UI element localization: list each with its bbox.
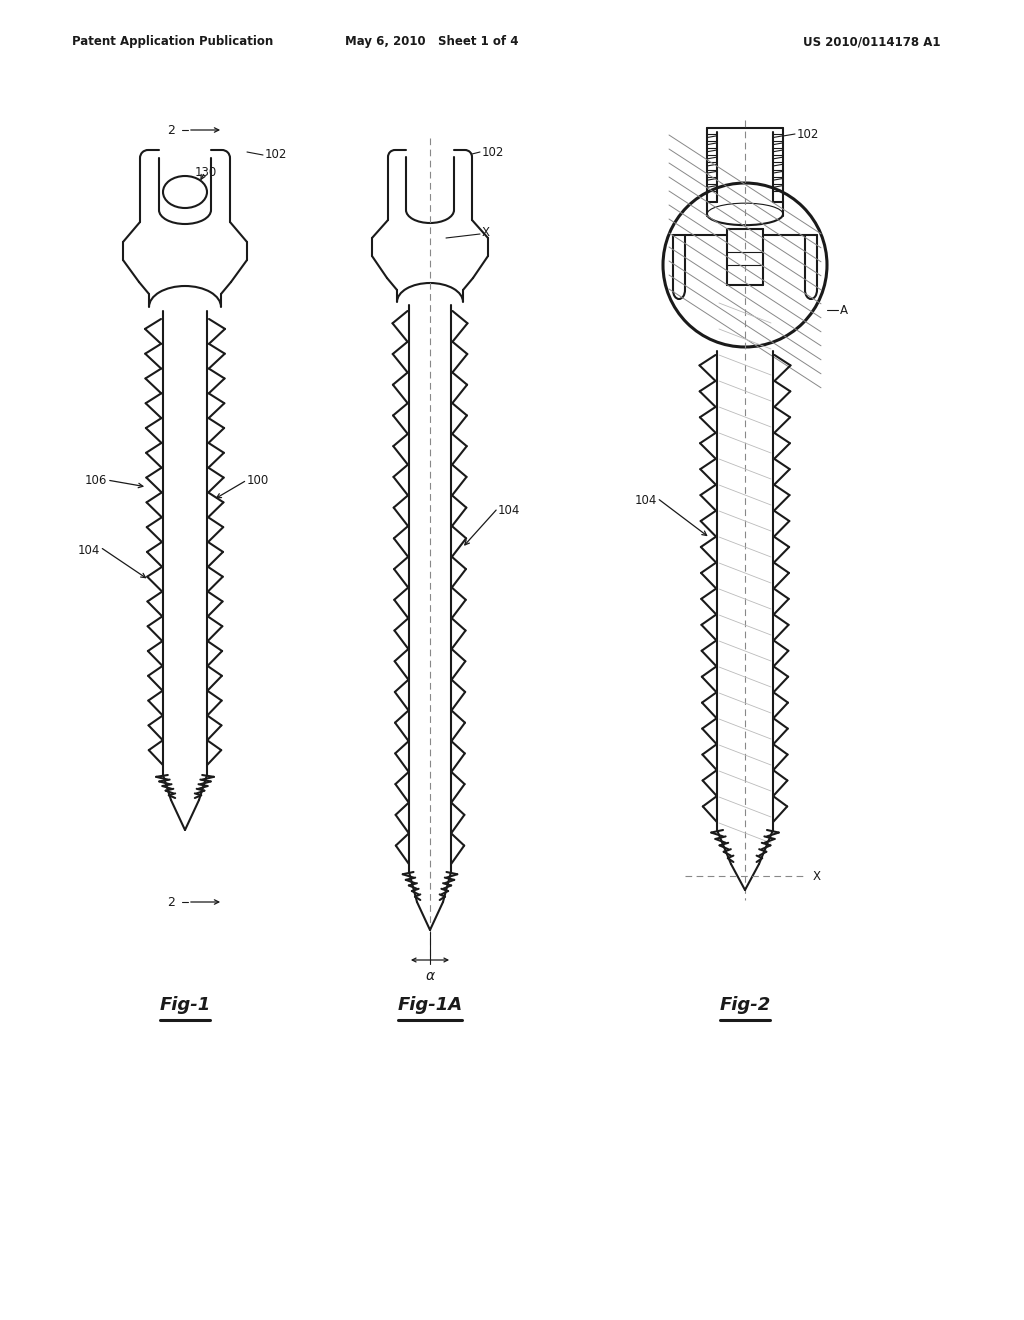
Text: US 2010/0114178 A1: US 2010/0114178 A1 — [803, 36, 941, 49]
Text: 104: 104 — [635, 494, 657, 507]
Text: Patent Application Publication: Patent Application Publication — [72, 36, 273, 49]
Text: X: X — [813, 870, 821, 883]
Text: X: X — [482, 226, 490, 239]
Text: May 6, 2010   Sheet 1 of 4: May 6, 2010 Sheet 1 of 4 — [345, 36, 519, 49]
Text: 2: 2 — [167, 895, 175, 908]
Text: 102: 102 — [482, 145, 505, 158]
Text: 102: 102 — [265, 149, 288, 161]
Text: 106: 106 — [85, 474, 106, 487]
Text: Fig-1: Fig-1 — [160, 997, 211, 1014]
Text: $\alpha$: $\alpha$ — [425, 969, 435, 983]
Text: 2: 2 — [167, 124, 175, 136]
Text: 100: 100 — [247, 474, 269, 487]
Text: A: A — [840, 304, 848, 317]
Text: Fig-2: Fig-2 — [720, 997, 771, 1014]
Text: 102: 102 — [797, 128, 819, 140]
Text: 104: 104 — [78, 544, 100, 557]
Text: 104: 104 — [498, 503, 520, 516]
Text: 130: 130 — [195, 165, 217, 178]
Text: Fig-1A: Fig-1A — [397, 997, 463, 1014]
